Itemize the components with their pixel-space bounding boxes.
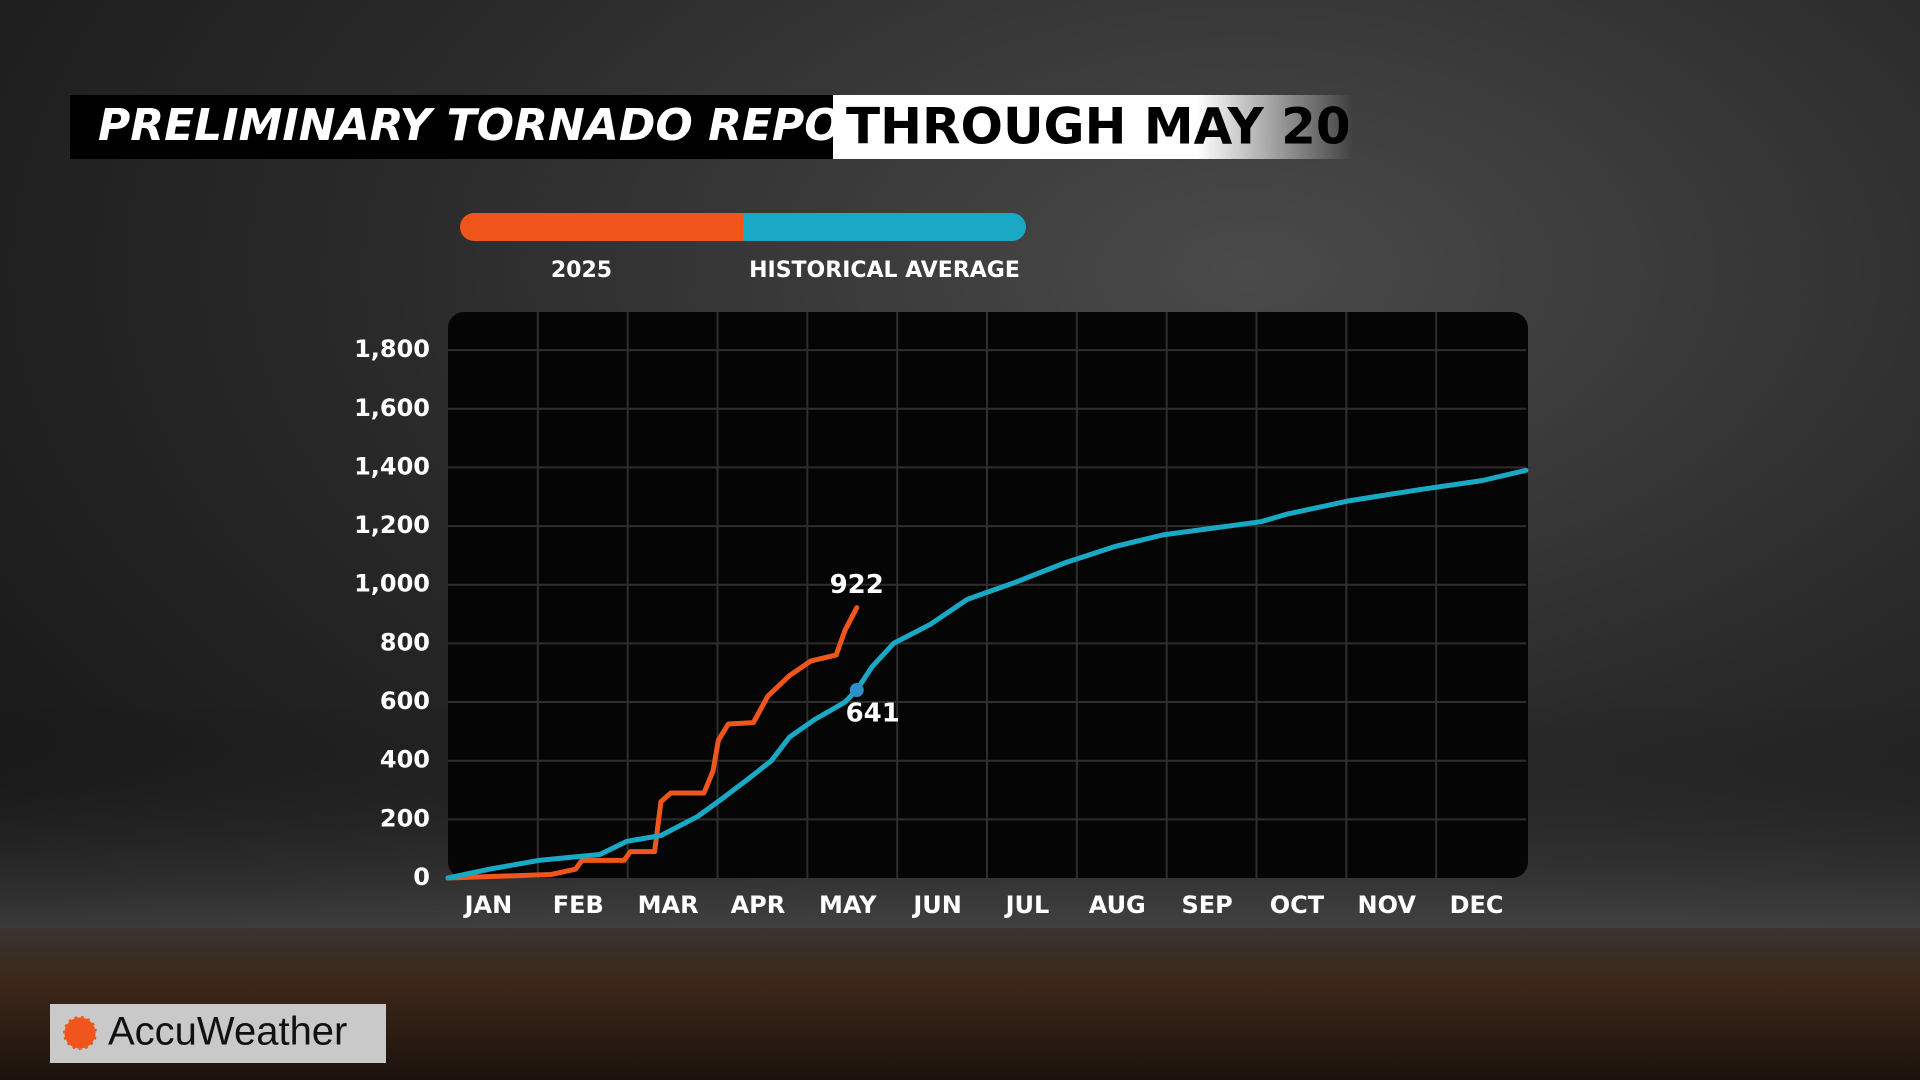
series-line [445, 605, 860, 881]
logo-icon [61, 1014, 99, 1052]
x-tick-label: JAN [463, 891, 513, 919]
logo-text: AccuWeather [108, 1010, 347, 1054]
x-tick-label: MAR [638, 891, 699, 919]
y-tick-label: 800 [380, 628, 430, 656]
legend-label: 2025 [551, 258, 612, 283]
x-tick-label: AUG [1089, 891, 1146, 919]
title-bar [70, 95, 833, 159]
logo-box [50, 1004, 386, 1063]
y-tick-label: 1,600 [354, 394, 430, 422]
x-tick-label: DEC [1450, 891, 1504, 919]
chart-title: PRELIMINARY TORNADO REPORTS [98, 100, 935, 151]
x-tick-label: APR [731, 891, 786, 919]
legend-swatch [460, 213, 743, 241]
x-tick-label: JUL [1004, 891, 1050, 919]
subtitle-bar [833, 95, 1353, 159]
legend-label: HISTORICAL AVERAGE [749, 258, 1020, 283]
y-tick-label: 1,000 [354, 570, 430, 598]
data-label: 641 [846, 699, 900, 729]
y-tick-label: 1,800 [354, 335, 430, 363]
y-tick-label: 200 [380, 804, 430, 832]
y-tick-label: 400 [380, 746, 430, 774]
x-tick-label: JUN [911, 891, 962, 919]
x-tick-label: MAY [819, 891, 877, 919]
y-tick-label: 1,400 [354, 452, 430, 480]
data-point [849, 683, 864, 698]
series-line [445, 467, 1529, 881]
x-tick-label: SEP [1181, 891, 1232, 919]
legend-swatch [743, 213, 1026, 241]
y-tick-label: 0 [413, 863, 430, 891]
y-tick-label: 1,200 [354, 511, 430, 539]
chart-subtitle: THROUGH MAY 20 [846, 98, 1351, 156]
x-tick-label: OCT [1270, 891, 1325, 919]
y-tick-label: 600 [380, 687, 430, 715]
x-tick-label: NOV [1358, 891, 1417, 919]
x-tick-label: FEB [553, 891, 604, 919]
data-label: 922 [830, 570, 884, 600]
